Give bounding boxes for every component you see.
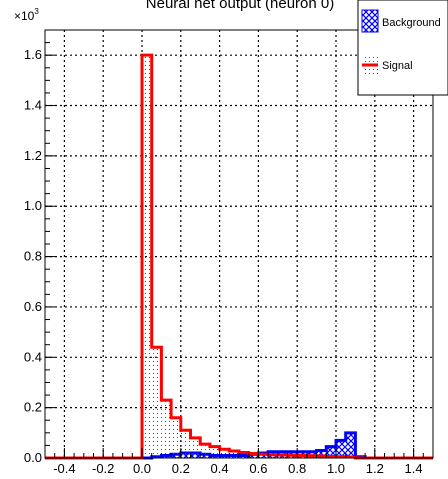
histogram-bin-signal [161, 400, 172, 458]
y-tick-label: 1.0 [24, 198, 42, 213]
legend-label-background: Background [382, 17, 441, 29]
x-tick-label: 1.4 [405, 461, 423, 476]
histogram-bin-signal [248, 453, 259, 458]
histogram-bin-signal [142, 55, 152, 458]
x-tick-label: 0.6 [249, 461, 267, 476]
histogram-bin-signal [171, 417, 181, 458]
grid [45, 30, 433, 458]
x-tick-label: 0.0 [133, 461, 151, 476]
histogram-bin-background [336, 440, 346, 458]
histogram-bin-signal [180, 430, 191, 458]
x-tick-label: 0.2 [172, 461, 190, 476]
histogram-bin-background [326, 446, 336, 458]
y-multiplier-label: ×103 [14, 7, 39, 23]
y-tick-label: 1.6 [24, 47, 42, 62]
legend-entry-signal: Signal [362, 54, 413, 76]
histogram-bin-signal [229, 450, 239, 458]
x-tick-label: 1.2 [366, 461, 384, 476]
histogram-bin-signal [219, 449, 230, 458]
legend-label-signal: Signal [382, 60, 413, 72]
y-tick-label: 1.2 [24, 148, 42, 163]
histogram-bin-signal [190, 437, 201, 458]
histogram-bin-signal [239, 452, 249, 458]
x-tick-label: 1.0 [327, 461, 345, 476]
x-tick-label: 0.8 [288, 461, 306, 476]
y-tick-label: 0.0 [24, 450, 42, 465]
histogram-bin-signal [200, 444, 210, 458]
legend-entry-background: Background [361, 9, 441, 33]
histogram-bin-signal [209, 446, 220, 458]
y-tick-label: 0.8 [24, 249, 42, 264]
histogram-bin-signal [277, 454, 288, 458]
y-tick-label: 0.6 [24, 299, 42, 314]
y-tick-label: 0.2 [24, 400, 42, 415]
histogram-bin-signal [258, 454, 269, 458]
x-tick-label: -0.4 [53, 461, 75, 476]
legend: Background Signal [357, 0, 448, 96]
y-tick-label: 1.4 [24, 98, 42, 113]
histogram-bin-background [316, 450, 327, 458]
x-tick-label: -0.2 [92, 461, 114, 476]
histogram-bin-background [345, 432, 356, 458]
chart-title: Neural net output (neuron 0) [146, 0, 334, 12]
y-tick-label: 0.4 [24, 349, 42, 364]
histogram-bin-signal [151, 347, 162, 458]
x-tick-label: 0.4 [211, 461, 229, 476]
axes: -0.4 -0.2 0.0 0.2 0.4 0.6 0.8 1.0 1.2 1.4 0.0 0.2 0.… [24, 29, 434, 476]
histogram-bin-signal [268, 454, 278, 458]
legend-swatch-background [361, 9, 379, 33]
